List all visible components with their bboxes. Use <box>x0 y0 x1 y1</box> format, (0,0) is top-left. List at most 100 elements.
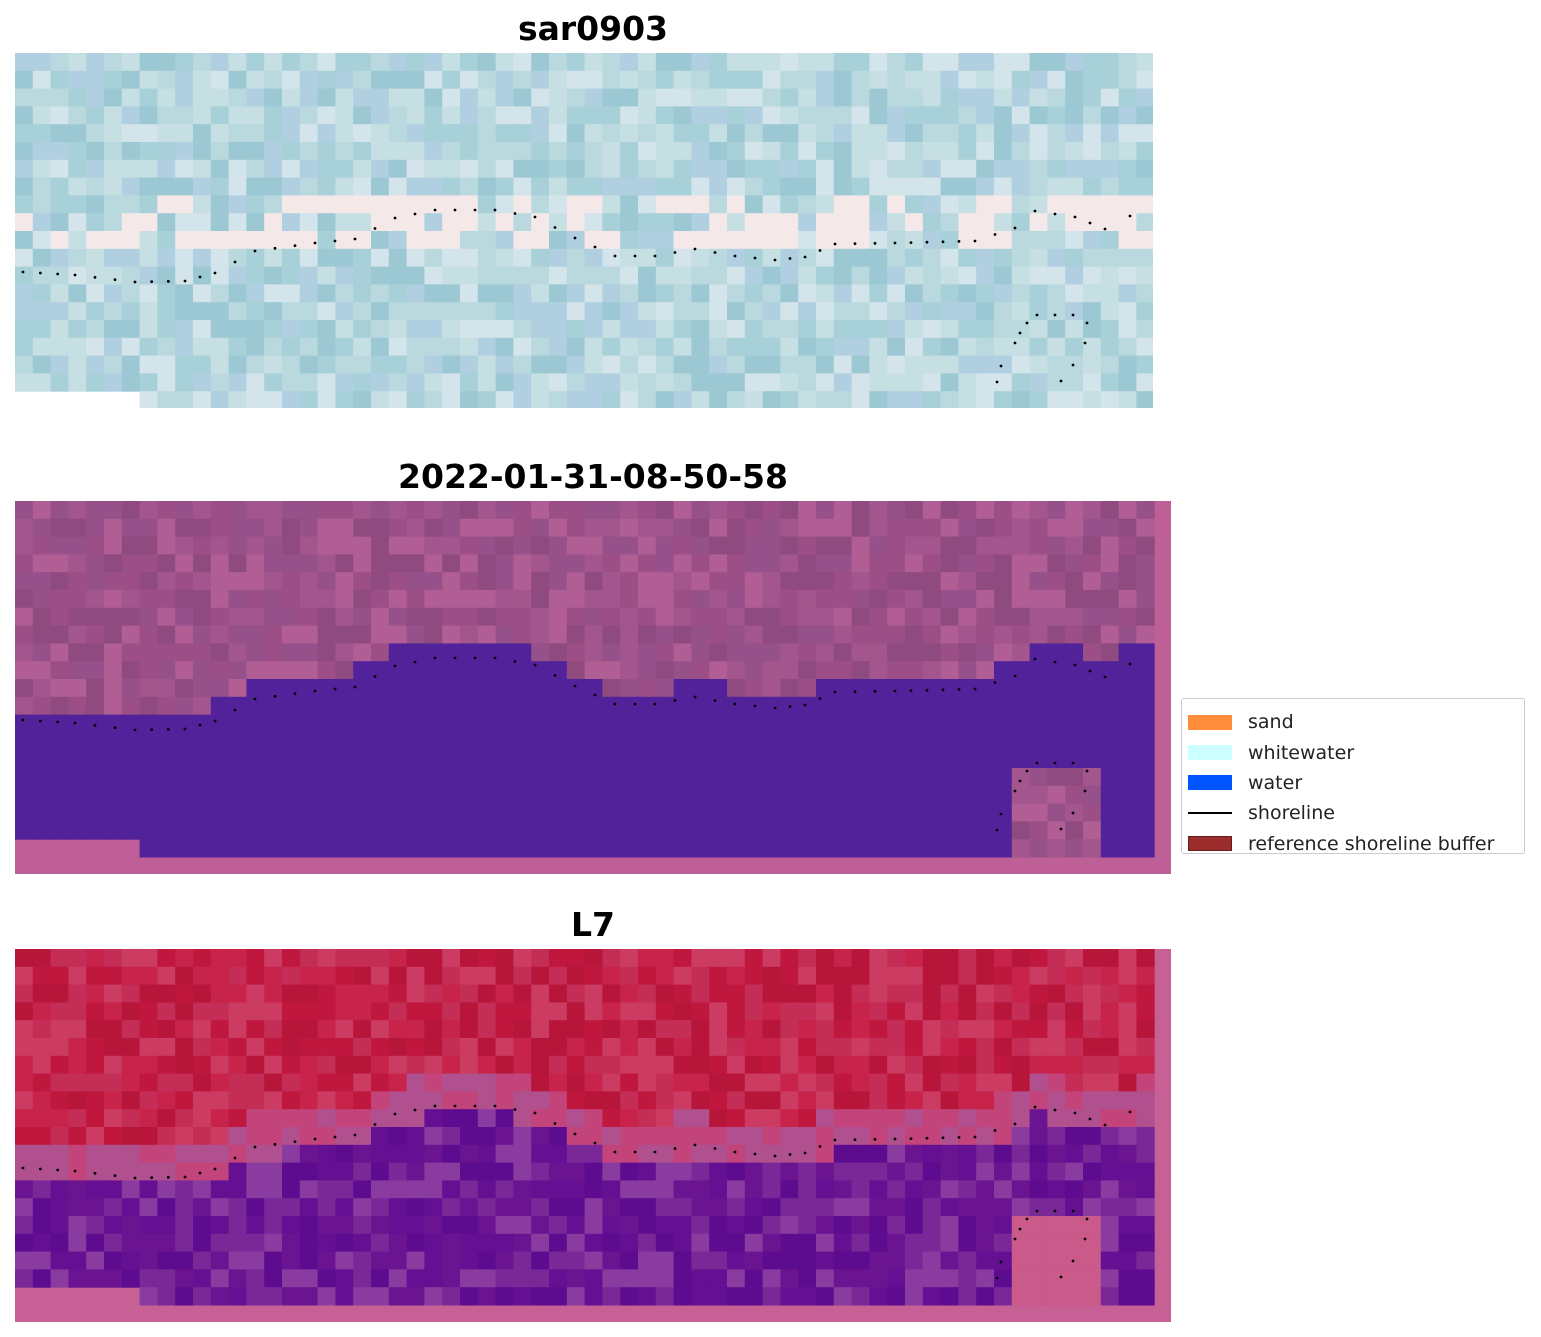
index-pixel <box>246 1198 265 1217</box>
image-pixel <box>584 373 603 392</box>
class-pixel <box>477 607 497 627</box>
class-pixel <box>1136 696 1155 716</box>
image-pixel <box>673 373 692 392</box>
class-pixel <box>744 590 764 609</box>
class-pixel <box>744 750 764 769</box>
image-pixel <box>50 142 69 161</box>
image-pixel <box>994 266 1013 285</box>
image-pixel <box>424 302 443 321</box>
index-pixel <box>762 1144 781 1164</box>
class-pixel <box>638 839 657 858</box>
index-pixel <box>513 1198 532 1217</box>
class-pixel <box>584 518 603 538</box>
class-pixel <box>584 768 603 787</box>
index-pixel <box>477 1038 497 1057</box>
shoreline-point <box>593 245 597 249</box>
class-pixel <box>780 607 799 627</box>
image-pixel <box>976 231 995 250</box>
image-pixel <box>246 213 265 232</box>
class-pixel <box>477 643 497 662</box>
image-pixel <box>833 124 853 143</box>
class-pixel <box>228 661 247 680</box>
index-pixel <box>246 1269 265 1288</box>
class-pixel <box>424 518 443 538</box>
image-pixel <box>798 284 817 303</box>
index-pixel <box>495 1127 514 1146</box>
class-pixel <box>994 750 1013 769</box>
image-pixel <box>816 355 835 374</box>
image-pixel <box>744 284 764 303</box>
image-pixel <box>727 213 746 232</box>
shoreline-point <box>613 254 617 258</box>
index-pixel <box>1136 1144 1155 1164</box>
class-pixel <box>442 501 461 520</box>
class-pixel <box>1100 518 1120 538</box>
image-pixel <box>299 337 319 357</box>
index-pixel <box>1047 949 1066 968</box>
class-pixel <box>727 518 746 538</box>
index-pixel <box>175 1216 194 1235</box>
index-pixel <box>1136 949 1155 968</box>
class-pixel <box>976 590 995 609</box>
class-pixel <box>50 732 69 751</box>
image-pixel <box>121 142 141 161</box>
class-pixel <box>531 803 550 822</box>
shoreline-point <box>1013 789 1017 793</box>
image-pixel <box>673 320 692 339</box>
class-pixel <box>655 518 675 538</box>
class-pixel <box>851 803 870 822</box>
image-pixel <box>584 70 603 90</box>
class-pixel <box>531 750 550 769</box>
image-pixel <box>424 177 443 196</box>
image-pixel <box>531 355 550 374</box>
image-pixel <box>282 302 301 321</box>
image-pixel <box>104 159 123 179</box>
index-pixel <box>620 1287 639 1306</box>
image-pixel <box>139 391 158 408</box>
class-pixel <box>15 625 34 644</box>
shoreline-point <box>673 699 677 702</box>
class-pixel <box>1029 821 1048 840</box>
class-pixel <box>193 518 212 538</box>
index-pixel <box>32 1055 52 1075</box>
image-pixel <box>549 124 568 143</box>
index-pixel <box>940 1002 959 1021</box>
index-pixel <box>460 1251 479 1270</box>
image-pixel <box>264 355 283 374</box>
image-pixel <box>780 106 799 125</box>
image-pixel <box>86 355 105 374</box>
class-pixel <box>460 518 479 538</box>
image-pixel <box>673 124 692 143</box>
image-pixel <box>584 159 603 179</box>
class-pixel <box>727 679 746 698</box>
index-pixel <box>851 1091 870 1110</box>
index-pixel <box>175 1287 194 1306</box>
index-pixel <box>317 1109 336 1128</box>
index-pixel <box>549 1251 568 1270</box>
reference-buffer-swatch <box>1188 836 1232 852</box>
class-pixel <box>442 785 461 805</box>
index-pixel <box>709 1233 728 1253</box>
class-pixel <box>495 696 514 716</box>
image-pixel <box>638 248 657 268</box>
index-pixel <box>86 949 105 968</box>
index-pixel <box>1118 1287 1137 1306</box>
index-pixel <box>691 1233 710 1253</box>
image-pixel <box>531 213 550 232</box>
index-pixel <box>727 1162 746 1181</box>
image-pixel <box>833 337 853 357</box>
shoreline-point <box>213 271 217 275</box>
index-pixel <box>495 1091 514 1110</box>
image-pixel <box>905 88 924 107</box>
class-pixel <box>104 679 123 698</box>
shoreline-point <box>150 728 154 732</box>
class-pixel <box>32 607 52 627</box>
image-pixel <box>15 284 34 303</box>
class-pixel <box>709 607 728 627</box>
index-pixel <box>851 1180 870 1199</box>
image-pixel <box>531 302 550 321</box>
image-pixel <box>388 337 408 357</box>
image-pixel <box>869 302 888 321</box>
class-pixel <box>86 643 105 662</box>
image-pixel <box>994 88 1013 107</box>
